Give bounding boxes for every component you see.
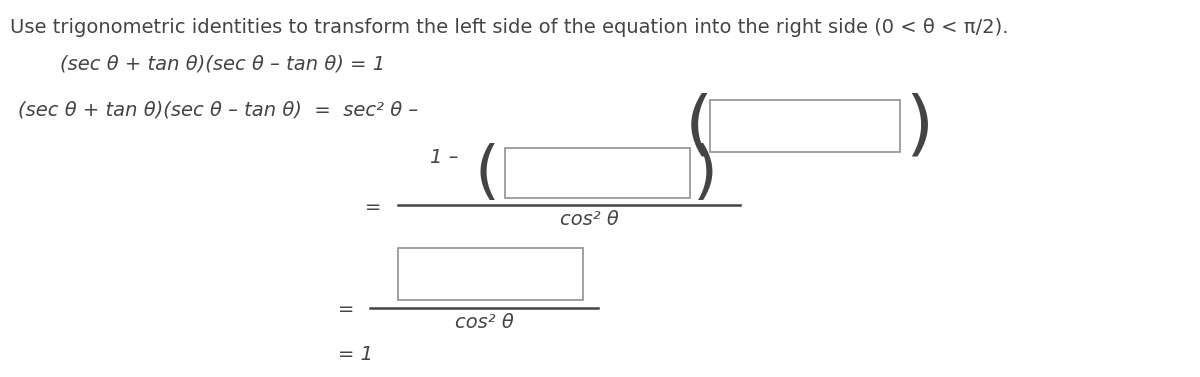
Text: cos² θ: cos² θ — [455, 313, 514, 332]
Text: ): ) — [905, 93, 934, 162]
Text: (: ( — [685, 93, 713, 162]
Text: (sec θ + tan θ)(sec θ – tan θ) = 1: (sec θ + tan θ)(sec θ – tan θ) = 1 — [60, 55, 385, 74]
Text: =: = — [338, 300, 354, 319]
Text: ): ) — [694, 143, 718, 205]
Text: Use trigonometric identities to transform the left side of the equation into the: Use trigonometric identities to transfor… — [10, 18, 1008, 37]
Bar — [505, 148, 690, 198]
Text: (sec θ + tan θ)(sec θ – tan θ)  =  sec² θ –: (sec θ + tan θ)(sec θ – tan θ) = sec² θ … — [18, 100, 418, 119]
Bar — [398, 248, 583, 300]
Text: (: ( — [475, 143, 500, 205]
Text: = 1: = 1 — [338, 345, 373, 364]
Text: 1 –: 1 – — [430, 148, 458, 167]
Text: cos² θ: cos² θ — [560, 210, 619, 229]
Text: =: = — [365, 198, 382, 217]
Bar — [710, 100, 900, 152]
